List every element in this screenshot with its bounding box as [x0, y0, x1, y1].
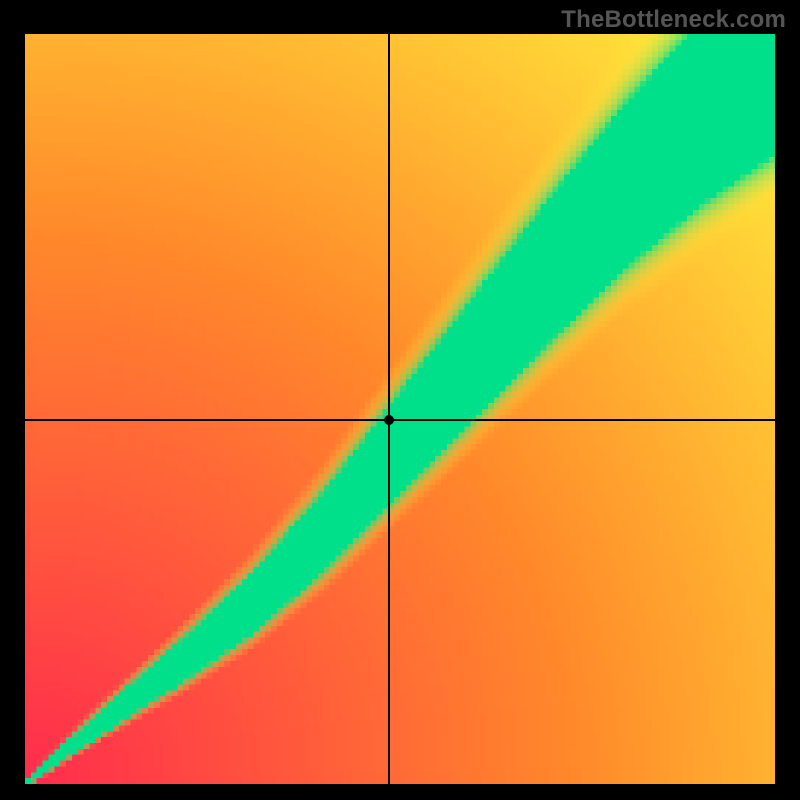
watermark-text: TheBottleneck.com — [561, 6, 786, 34]
crosshair-vertical — [388, 34, 390, 784]
crosshair-horizontal — [25, 419, 775, 421]
plot-area — [25, 34, 775, 784]
heatmap-canvas — [25, 34, 775, 784]
crosshair-point — [384, 415, 394, 425]
chart-container: TheBottleneck.com — [0, 0, 800, 800]
